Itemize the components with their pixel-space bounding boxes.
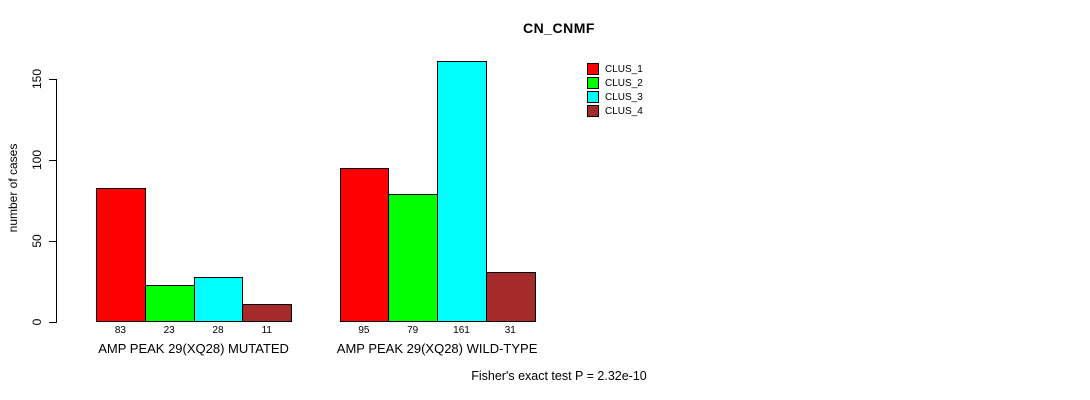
- legend-item: CLUS_3: [587, 90, 643, 104]
- bar-value-label: 31: [504, 325, 516, 336]
- bar: [388, 194, 439, 322]
- bar: [193, 276, 244, 322]
- y-tick-label: 100: [30, 149, 44, 171]
- legend-label: CLUS_4: [605, 105, 643, 117]
- legend-color-swatch: [587, 105, 599, 117]
- bar-value-label: 161: [453, 325, 470, 336]
- legend-label: CLUS_1: [605, 63, 643, 75]
- y-tick: [49, 79, 56, 80]
- bar: [242, 304, 293, 322]
- y-tick-label: 0: [30, 318, 44, 326]
- y-tick-label: 150: [30, 68, 44, 90]
- y-axis-title: number of cases: [6, 143, 20, 233]
- bar: [437, 61, 487, 322]
- bar-value-label: 83: [114, 325, 126, 336]
- bar-value-label: 79: [407, 325, 419, 336]
- legend-item: CLUS_2: [587, 76, 643, 90]
- legend-color-swatch: [587, 91, 599, 103]
- x-category-label: AMP PEAK 29(XQ28) WILD-TYPE: [336, 341, 538, 356]
- legend: CLUS_1 CLUS_2 CLUS_3 CLUS_4: [587, 62, 643, 118]
- legend-label: CLUS_2: [605, 77, 643, 89]
- bar: [144, 284, 195, 322]
- chart-title: CN_CNMF: [523, 20, 595, 36]
- y-axis-line: [56, 79, 57, 323]
- annotation-text: Fisher's exact test P = 2.32e-10: [471, 369, 647, 383]
- legend-color-swatch: [587, 77, 599, 89]
- bar-value-label: 28: [212, 325, 224, 336]
- y-tick: [49, 241, 56, 242]
- bar-value-label: 95: [358, 325, 370, 336]
- y-tick: [49, 160, 56, 161]
- legend-label: CLUS_3: [605, 91, 643, 103]
- legend-item: CLUS_4: [587, 104, 643, 118]
- y-tick: [49, 322, 56, 323]
- bar: [96, 187, 146, 322]
- bar: [485, 271, 536, 322]
- bar: [339, 168, 390, 322]
- bar-value-label: 23: [163, 325, 175, 336]
- bar-value-label: 11: [261, 325, 272, 336]
- legend-item: CLUS_1: [587, 62, 643, 76]
- legend-color-swatch: [587, 63, 599, 75]
- y-tick-label: 50: [30, 234, 44, 248]
- x-category-label: AMP PEAK 29(XQ28) MUTATED: [98, 341, 289, 356]
